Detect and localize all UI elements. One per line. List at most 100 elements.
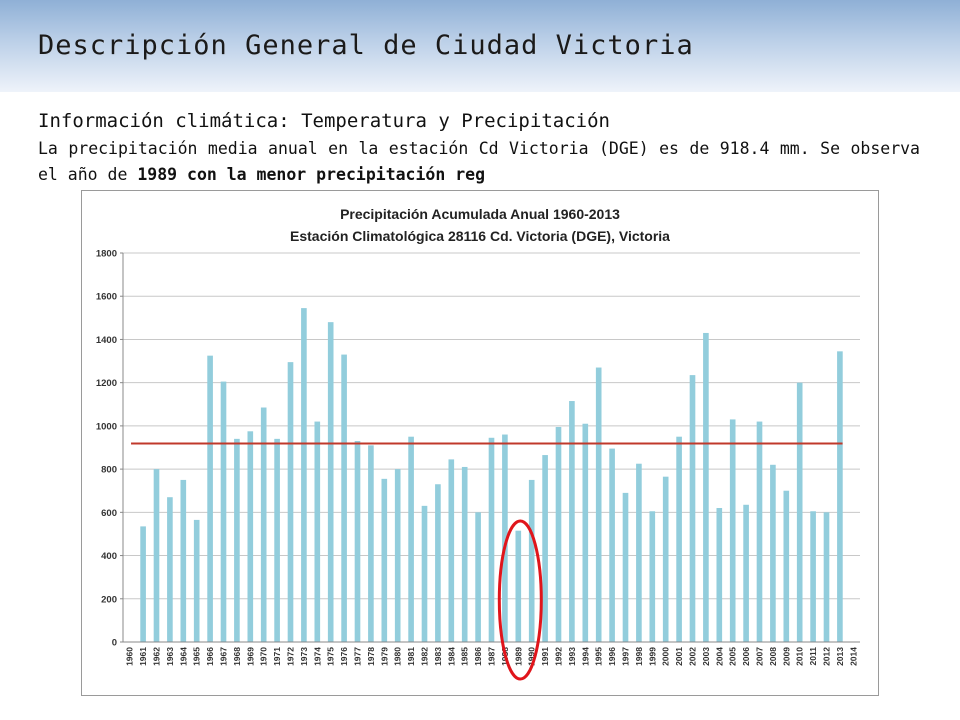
y-tick-labels: 0 200 400 600 800 1000 1200 1400 1600 1800 — [96, 249, 117, 649]
x-tick-label: 2012 — [822, 647, 832, 666]
x-tick-label: 2005 — [728, 647, 738, 666]
x-tick-label: 1961 — [138, 647, 148, 666]
bar — [609, 448, 615, 642]
bars — [140, 308, 843, 642]
y-tick-label: 200 — [101, 594, 117, 605]
chart-svg: Precipitación Acumulada Anual 1960-2013 … — [82, 191, 878, 695]
bar — [301, 308, 307, 642]
x-tick-label: 1973 — [299, 647, 309, 666]
bar — [394, 469, 401, 642]
precipitation-chart: Precipitación Acumulada Anual 1960-2013 … — [81, 190, 879, 696]
bar — [783, 490, 790, 642]
overlays — [131, 442, 843, 681]
x-tick-label: 1984 — [446, 647, 456, 666]
bar — [193, 519, 200, 642]
x-tick-label: 1963 — [165, 647, 175, 666]
bar — [837, 351, 843, 642]
x-tick-label: 1980 — [393, 647, 403, 666]
header-band — [0, 0, 960, 92]
bar — [435, 484, 441, 642]
x-tick-label: 1999 — [647, 647, 657, 666]
bar — [234, 438, 240, 642]
bar — [140, 526, 146, 642]
x-tick-label: 1968 — [232, 647, 242, 666]
bar — [689, 375, 696, 642]
x-tick-label: 1981 — [406, 647, 416, 666]
y-tick-label: 1000 — [96, 421, 117, 432]
bar — [716, 508, 723, 642]
y-tick-label: 1600 — [96, 292, 117, 303]
bar — [729, 419, 736, 642]
bar — [207, 355, 213, 642]
slide-title: Descripción General de Ciudad Victoria — [38, 30, 694, 61]
x-tick-label: 1962 — [152, 647, 162, 666]
x-tick-label: 1996 — [607, 647, 617, 666]
x-tick-label: 1992 — [554, 647, 564, 666]
y-tick-label: 400 — [101, 551, 117, 562]
bar — [341, 354, 347, 642]
bar — [756, 421, 763, 642]
x-tick-label: 1990 — [527, 647, 537, 666]
bar — [354, 441, 361, 642]
x-tick-label: 2008 — [768, 647, 778, 666]
description-paragraph: La precipitación media anual en la estac… — [38, 136, 920, 188]
y-tick-label: 1200 — [96, 378, 117, 389]
x-tick-label: 1977 — [353, 647, 363, 666]
bar — [368, 445, 374, 642]
x-tick-label: 1971 — [272, 647, 282, 666]
y-tick-label: 1800 — [96, 249, 117, 260]
bar — [582, 423, 589, 642]
bar — [636, 463, 642, 642]
x-tick-label: 2000 — [661, 647, 671, 666]
x-tick-label: 1985 — [460, 647, 470, 666]
bar — [770, 464, 776, 642]
x-tick-label: 1991 — [540, 647, 550, 666]
bar — [595, 367, 602, 642]
x-tick-label: 1966 — [205, 647, 215, 666]
bar — [569, 401, 575, 642]
x-tick-label: 1997 — [621, 647, 631, 666]
bar — [287, 362, 294, 642]
x-tick-label: 1995 — [594, 647, 604, 666]
highlight-ellipse — [497, 519, 543, 681]
bar — [502, 434, 508, 642]
chart-subtitle: Estación Climatológica 28116 Cd. Victori… — [290, 228, 670, 244]
bar — [327, 322, 334, 642]
chart-title: Precipitación Acumulada Anual 1960-2013 — [340, 206, 620, 222]
x-tick-label: 1994 — [580, 647, 590, 666]
bar — [622, 492, 629, 642]
bar — [260, 407, 267, 642]
bar — [220, 381, 227, 642]
bar — [421, 505, 428, 642]
x-tick-label: 1979 — [379, 647, 389, 666]
bar — [461, 466, 468, 642]
x-tick-labels: 1960 1961 1962 1963 1964 1965 1966 1967 1968 1969… — [125, 647, 859, 666]
x-tick-label: 1989 — [513, 647, 523, 666]
x-tick-label: 1978 — [366, 647, 376, 666]
bar — [515, 530, 522, 642]
bar — [676, 436, 682, 642]
y-tick-label: 1400 — [96, 335, 117, 346]
bar — [703, 332, 709, 642]
x-tick-label: 2009 — [781, 647, 791, 666]
bar — [167, 497, 173, 642]
x-tick-label: 1987 — [487, 647, 497, 666]
bar — [274, 438, 280, 642]
x-tick-label: 1960 — [125, 647, 135, 666]
bar — [823, 512, 830, 642]
bar — [314, 421, 321, 642]
x-tick-label: 2010 — [795, 647, 805, 666]
bar — [448, 459, 455, 642]
bar — [247, 431, 254, 642]
bar — [153, 469, 160, 642]
y-tick-label: 0 — [112, 638, 117, 649]
axes — [120, 252, 860, 643]
x-tick-label: 2013 — [835, 647, 845, 666]
bar — [488, 437, 495, 642]
bar — [475, 512, 481, 642]
x-tick-label: 2003 — [701, 647, 711, 666]
section-subtitle: Información climática: Temperatura y Pre… — [38, 110, 610, 132]
x-tick-label: 1974 — [312, 647, 322, 666]
x-tick-label: 1986 — [473, 647, 483, 666]
x-tick-label: 1970 — [259, 647, 269, 666]
